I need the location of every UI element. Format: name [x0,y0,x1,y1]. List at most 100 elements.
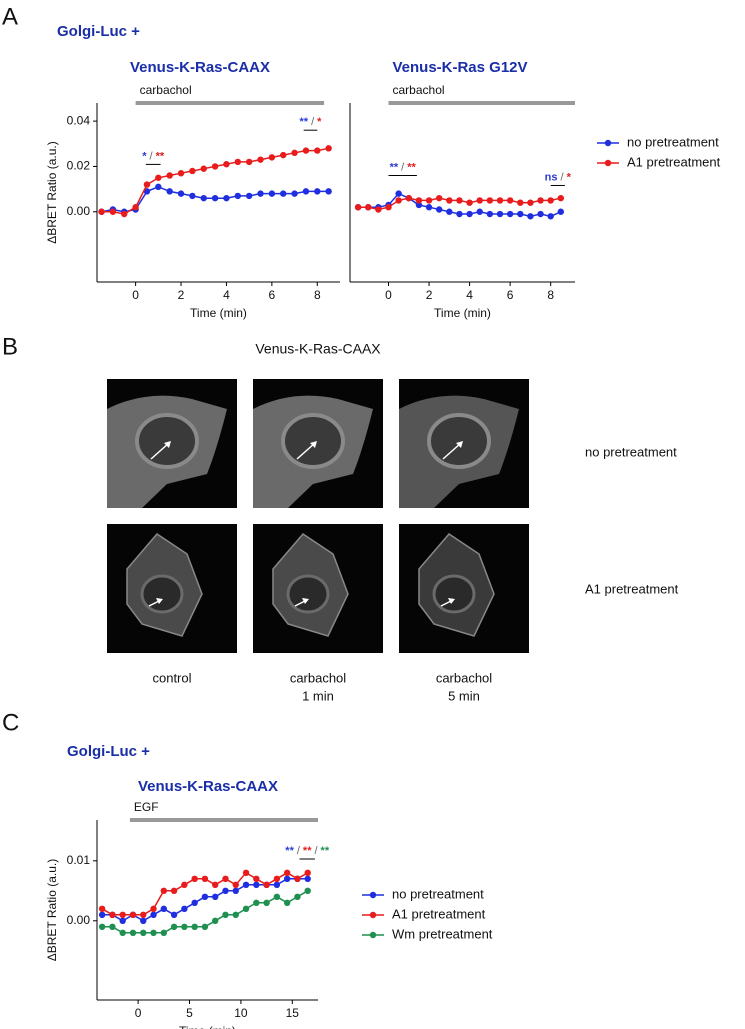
nucleus [432,574,476,614]
legend-label: no pretreatment [392,886,484,901]
data-point [273,893,281,900]
panel-letter: B [2,333,18,360]
data-point [435,206,443,213]
data-point [257,190,264,197]
data-point [446,197,453,204]
legend-label: A1 pretreatment [392,906,486,921]
data-point [140,911,147,918]
data-point [160,929,168,936]
data-point [191,875,198,882]
significance-part: ns [545,171,558,183]
data-point [211,163,219,170]
significance-part: * [317,116,322,128]
arrow-head [302,598,309,604]
data-point [375,206,382,213]
data-point [242,905,250,912]
data-point [242,869,250,876]
panel-letter: A [2,3,18,30]
data-point [222,887,229,894]
column-label: carbachol [436,670,492,685]
y-tick-label: 0.00 [67,913,91,927]
data-point [547,213,554,220]
arrow [442,442,462,460]
data-point [232,911,239,918]
data-point [129,911,137,918]
data-point [98,923,106,930]
data-point [170,887,178,894]
data-point [476,208,483,215]
x-tick-label: 0 [385,288,392,302]
stimulus-label: carbachol [393,83,445,97]
arrow-head [310,441,317,448]
data-point [517,210,524,218]
data-point [395,197,402,204]
legend-marker [604,139,612,147]
significance-part: / [311,116,315,128]
data-point [109,911,116,918]
data-point [191,923,198,930]
data-point [415,201,423,209]
data-point [189,192,196,200]
nucleus [286,574,330,614]
data-point [140,929,147,936]
data-point [212,917,219,924]
data-point [211,194,219,202]
significance: * / ** [142,150,165,162]
arrow [150,442,170,460]
data-point [181,923,188,930]
data-point [506,210,514,218]
data-point [456,210,463,218]
data-point [446,208,453,215]
legend-marker [604,159,612,167]
x-axis-label: Time (min) [179,1024,236,1029]
data-point [201,923,209,930]
data-point [109,208,117,215]
y-tick-label: 0.01 [67,853,91,867]
data-point [557,194,565,202]
significance-part: / [561,171,565,183]
row-label: A1 pretreatment [585,581,679,596]
data-point [150,911,157,918]
data-point [232,881,239,888]
data-point [119,929,126,936]
data-point [177,170,185,177]
chart-title: Venus-K-Ras-CAAX [138,778,278,795]
significance-part: ** [303,845,312,857]
data-point [170,923,178,930]
data-point [170,911,178,918]
significance-part: * [142,150,147,162]
data-point [98,911,106,918]
data-point [456,197,463,204]
arrow-head [156,598,163,604]
data-point [143,188,151,195]
y-tick-label: 0.04 [67,113,91,127]
data-point [177,190,185,197]
data-point [294,893,301,900]
data-point [302,188,310,195]
data-point [119,911,126,918]
y-tick-label: 0.00 [67,204,91,218]
data-point [234,158,242,166]
data-point [314,188,321,195]
legend-label: no pretreatment [627,134,719,149]
data-point [466,210,473,218]
nucleus [427,413,491,469]
data-point [121,210,128,218]
data-point [166,172,173,179]
row-label: no pretreatment [585,444,677,459]
data-point [325,188,332,195]
data-point [304,887,311,894]
micrographs [107,379,529,653]
significance-part: / [401,161,405,173]
x-tick-label: 2 [178,288,185,302]
data-point [486,210,494,218]
arrow [296,442,316,460]
panel-header: Golgi-Luc + [67,743,150,760]
data-point [283,875,291,882]
data-point [268,154,276,161]
column-label: 1 min [302,688,334,703]
legend-marker [369,911,377,919]
data-point [517,199,524,206]
data-point [496,210,504,218]
x-tick-label: 8 [547,288,554,302]
